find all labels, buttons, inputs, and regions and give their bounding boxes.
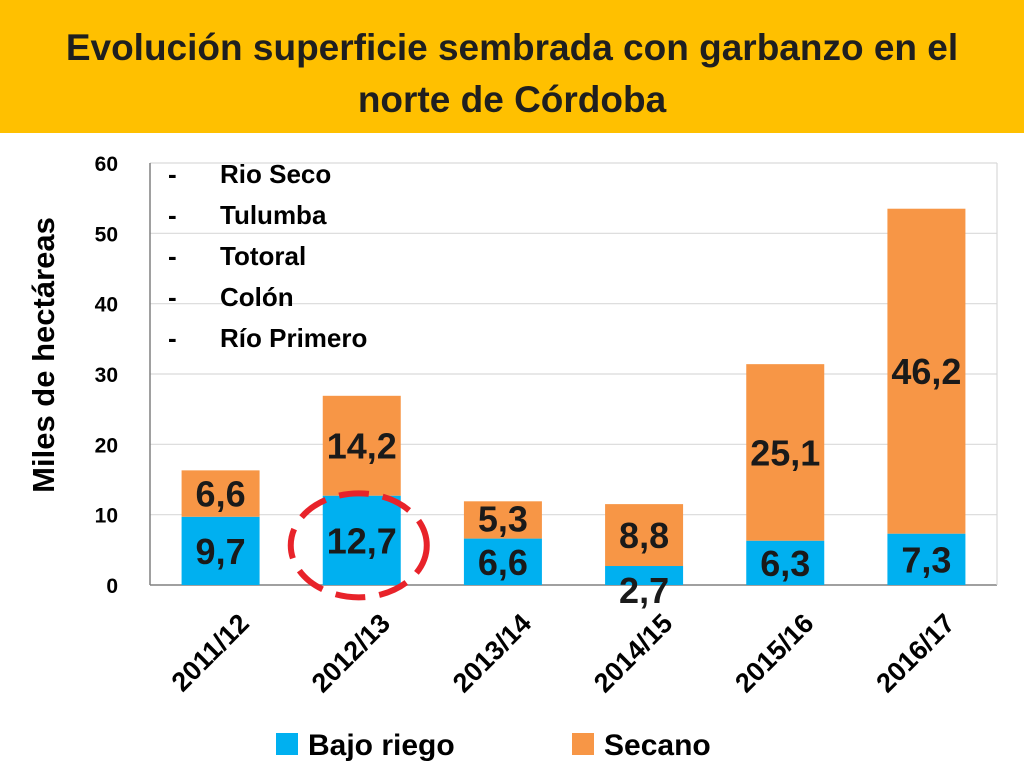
department-bullet: - [168, 323, 177, 353]
legend-label: Bajo riego [308, 729, 455, 762]
y-tick-label: 60 [95, 153, 118, 176]
bar-secano-2015-16 [746, 364, 825, 541]
y-tick-label: 20 [95, 434, 118, 457]
bar-chart: 0 10 20 30 40 50 60 9,7 12,7 6,6 2,7 6,3 7,3 6,6 14,2… [26, 153, 998, 762]
data-label: 6,6 [196, 474, 246, 515]
x-tick-label: 2016/17 [870, 608, 960, 698]
y-tick-label: 0 [106, 575, 118, 598]
bar-secano-2013-14 [463, 501, 542, 539]
bar-secano-2011-12 [181, 470, 260, 517]
bar-secano-2016-17 [887, 208, 966, 534]
department-bullet: - [168, 159, 177, 189]
x-tick-label: 2012/13 [306, 608, 396, 698]
data-label: 7,3 [901, 539, 951, 580]
bar-bajo-riego-2016-17 [887, 533, 966, 585]
department-item: Rio Seco [220, 159, 331, 189]
legend-label: Secano [604, 729, 711, 762]
legend-swatch [276, 733, 298, 755]
y-tick-label: 50 [95, 223, 118, 246]
data-label: 14,2 [327, 426, 397, 467]
department-bullet: - [168, 241, 177, 271]
bar-bajo-riego-2013-14 [463, 538, 542, 585]
highlight-circle [287, 490, 430, 601]
legend-swatch [572, 733, 594, 755]
y-tick-label: 40 [95, 294, 118, 317]
data-label: 46,2 [891, 351, 961, 392]
bar-bajo-riego-2011-12 [181, 516, 260, 585]
y-axis-title: Miles de hectáreas [26, 217, 61, 493]
x-tick-label: 2013/14 [447, 608, 537, 698]
bar-bajo-riego-2014-15 [605, 566, 684, 585]
data-label: 5,3 [478, 498, 528, 539]
department-item: Totoral [220, 241, 306, 271]
data-label: 9,7 [196, 531, 246, 572]
bar-bajo-riego-2015-16 [746, 540, 825, 585]
department-bullet: - [168, 282, 177, 312]
bar-secano-2014-15 [605, 504, 684, 567]
chart-title: Evolución superficie sembrada con garban… [65, 27, 959, 120]
department-item: Colón [220, 282, 294, 312]
data-label: 6,6 [478, 542, 528, 583]
data-label: 25,1 [750, 432, 820, 473]
y-tick-label: 30 [95, 364, 118, 387]
department-item: Tulumba [220, 200, 327, 230]
bar-bajo-riego-2012-13 [322, 495, 401, 585]
bar-secano-2012-13 [322, 395, 401, 496]
x-tick-label: 2014/15 [588, 608, 678, 698]
x-tick-label: 2011/12 [166, 608, 255, 697]
data-label: 8,8 [619, 515, 669, 556]
x-tick-label: 2015/16 [729, 608, 819, 698]
department-bullet: - [168, 200, 177, 230]
data-label: 12,7 [327, 520, 397, 561]
data-label: 2,7 [619, 570, 669, 611]
title-band [0, 0, 1024, 133]
data-label: 6,3 [760, 543, 810, 584]
y-tick-label: 10 [95, 505, 118, 528]
department-item: Río Primero [220, 323, 367, 353]
